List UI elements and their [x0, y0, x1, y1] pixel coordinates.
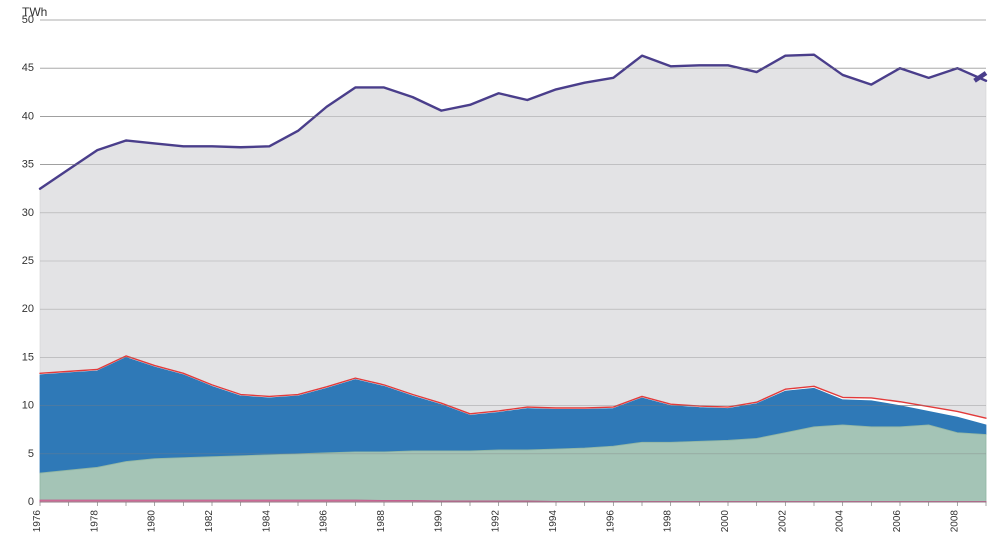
- x-tick-label: 2000: [720, 510, 731, 533]
- x-tick-label: 1996: [605, 510, 616, 533]
- y-tick-label: 0: [28, 496, 34, 508]
- y-tick-label: 40: [22, 110, 34, 122]
- y-tick-label: 45: [22, 62, 34, 74]
- x-tick-label: 1986: [319, 510, 330, 533]
- area-chart: 0510152025303540455019761978198019821984…: [0, 0, 994, 547]
- y-tick-label: 5: [28, 448, 34, 460]
- x-tick-label: 2004: [835, 510, 846, 533]
- x-tick-label: 1994: [548, 510, 559, 533]
- x-tick-label: 1980: [147, 510, 158, 533]
- x-tick-label: 1988: [376, 510, 387, 533]
- x-tick-label: 1992: [491, 510, 502, 533]
- x-tick-label: 1976: [32, 510, 43, 533]
- unit-label: TWh: [22, 5, 47, 19]
- y-tick-label: 30: [22, 207, 34, 219]
- y-tick-label: 20: [22, 303, 34, 315]
- y-tick-label: 15: [22, 351, 34, 363]
- y-tick-label: 10: [22, 400, 34, 412]
- x-tick-label: 2008: [949, 510, 960, 533]
- x-tick-label: 2002: [777, 510, 788, 533]
- x-tick-label: 1978: [89, 510, 100, 533]
- x-tick-label: 1990: [433, 510, 444, 533]
- x-tick-label: 1984: [261, 510, 272, 533]
- y-tick-label: 25: [22, 255, 34, 267]
- chart-container: 0510152025303540455019761978198019821984…: [0, 0, 994, 547]
- x-tick-label: 1998: [663, 510, 674, 533]
- x-tick-label: 2006: [892, 510, 903, 533]
- x-tick-label: 1982: [204, 510, 215, 533]
- y-tick-label: 35: [22, 159, 34, 171]
